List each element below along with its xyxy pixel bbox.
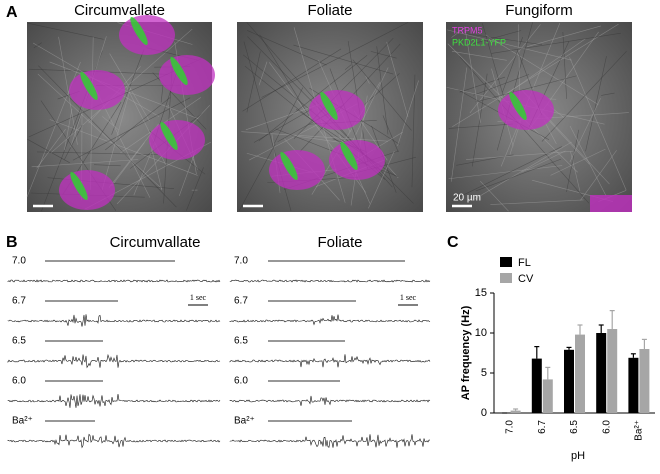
- image-title: Foliate: [307, 2, 352, 19]
- x-axis-title: pH: [571, 450, 585, 462]
- legend-swatch: [500, 273, 512, 283]
- stain: [498, 90, 554, 130]
- bar: [575, 335, 585, 413]
- x-tick-label: 6.0: [601, 420, 612, 434]
- bar: [532, 359, 542, 413]
- bar: [596, 333, 606, 413]
- stain: [159, 55, 215, 95]
- condition-label: 6.7: [12, 296, 26, 307]
- condition-label: 6.0: [234, 376, 248, 387]
- legend-label: CV: [518, 273, 534, 285]
- condition-label: Ba²⁺: [12, 416, 33, 427]
- legend-label: FL: [518, 257, 531, 269]
- stain: [269, 150, 325, 190]
- bar: [511, 411, 521, 413]
- condition-label: 6.5: [12, 336, 26, 347]
- trace-title: Foliate: [317, 234, 362, 251]
- bar: [639, 349, 649, 413]
- bar: [628, 358, 638, 413]
- legend-swatch: [500, 257, 512, 267]
- trace: [8, 280, 220, 282]
- trace: [8, 314, 220, 326]
- condition-label: 7.0: [12, 256, 26, 267]
- legend-text: TRPM5: [452, 25, 483, 35]
- micrograph: [27, 22, 212, 212]
- trace: [8, 434, 220, 447]
- stain: [309, 90, 365, 130]
- bar: [564, 350, 574, 413]
- condition-label: 6.5: [234, 336, 248, 347]
- legend-text: PKD2L1-YFP: [452, 37, 506, 47]
- trace: [8, 394, 220, 408]
- x-tick-label: 6.5: [569, 420, 580, 434]
- stain: [69, 70, 125, 110]
- condition-label: Ba²⁺: [234, 416, 255, 427]
- y-tick-label: 15: [475, 287, 487, 299]
- scale-label: 20 µm: [453, 193, 481, 204]
- condition-label: 6.7: [234, 296, 248, 307]
- y-tick-label: 10: [475, 327, 487, 339]
- condition-label: 7.0: [234, 256, 248, 267]
- trace: [230, 354, 430, 367]
- trace: [230, 315, 430, 325]
- stain: [590, 195, 632, 212]
- x-tick-label: 7.0: [505, 420, 516, 434]
- time-label: 1 sec: [190, 293, 207, 302]
- stain: [329, 140, 385, 180]
- stain: [59, 170, 115, 210]
- trace-title: Circumvallate: [110, 234, 201, 251]
- y-tick-label: 5: [481, 367, 487, 379]
- trace: [230, 280, 430, 282]
- bar: [543, 379, 553, 413]
- x-tick-label: Ba²⁺: [634, 420, 645, 441]
- y-axis-title: AP frequency (Hz): [460, 305, 472, 400]
- panel-label: A: [6, 4, 18, 21]
- y-tick-label: 0: [481, 407, 487, 419]
- panel-label: C: [447, 234, 459, 251]
- image-title: Fungiform: [505, 2, 573, 19]
- time-label: 1 sec: [400, 293, 417, 302]
- condition-label: 6.0: [12, 376, 26, 387]
- trace: [8, 354, 220, 367]
- x-tick-label: 6.7: [537, 420, 548, 434]
- stain: [119, 15, 175, 55]
- bar: [607, 329, 617, 413]
- trace: [230, 434, 430, 447]
- stain: [149, 120, 205, 160]
- panel-label: B: [6, 234, 18, 251]
- trace: [230, 396, 430, 406]
